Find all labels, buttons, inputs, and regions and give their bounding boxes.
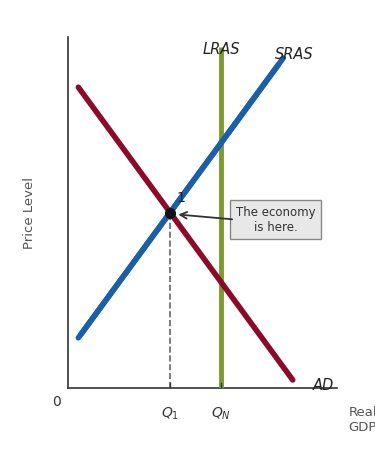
- Text: The economy
is here.: The economy is here.: [236, 206, 315, 234]
- Text: AD: AD: [313, 377, 334, 393]
- Text: SRAS: SRAS: [275, 47, 314, 62]
- Text: $Q_1$: $Q_1$: [161, 406, 179, 422]
- Text: Real
GDP: Real GDP: [348, 406, 375, 434]
- Text: $Q_N$: $Q_N$: [211, 406, 231, 422]
- Text: LRAS: LRAS: [202, 42, 240, 57]
- Text: 1: 1: [177, 191, 186, 206]
- Text: Price Level: Price Level: [23, 176, 36, 249]
- Text: 0: 0: [53, 395, 61, 409]
